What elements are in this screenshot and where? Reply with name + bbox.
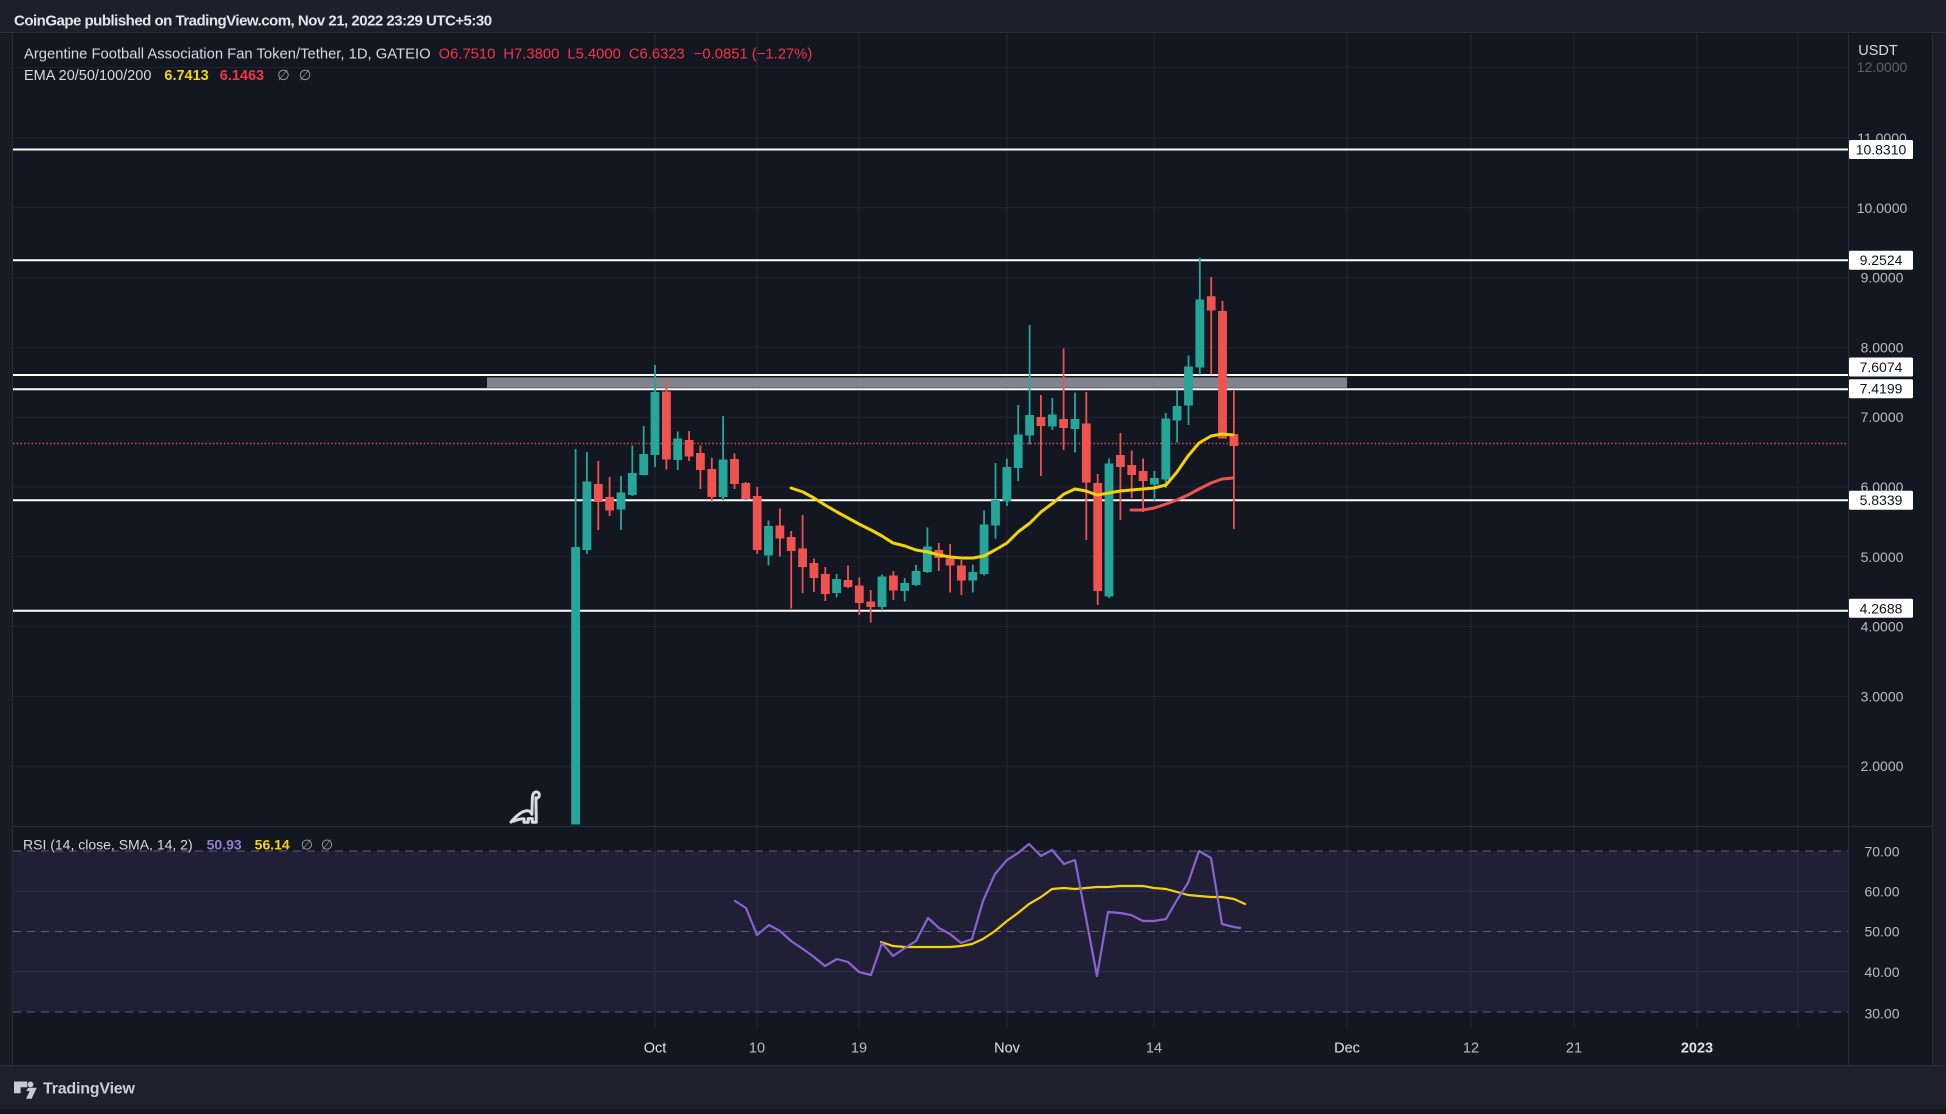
svg-text:9.0000: 9.0000 (1861, 270, 1904, 286)
svg-text:USDT: USDT (1858, 43, 1898, 59)
svg-text:7.0000: 7.0000 (1861, 409, 1904, 425)
svg-text:7.6074: 7.6074 (1860, 359, 1903, 375)
svg-text:3.0000: 3.0000 (1861, 688, 1904, 704)
svg-text:21: 21 (1566, 1041, 1582, 1057)
svg-text:5.0000: 5.0000 (1861, 549, 1904, 565)
svg-text:TradingView: TradingView (43, 1081, 136, 1098)
svg-text:70.00: 70.00 (1864, 844, 1899, 860)
svg-text:30.00: 30.00 (1864, 1006, 1899, 1022)
svg-text:7.4199: 7.4199 (1860, 381, 1903, 397)
svg-text:RSI (14, close, SMA, 14, 2)50.: RSI (14, close, SMA, 14, 2) 50.93 56.14 ∅ ∅ (23, 837, 333, 853)
svg-text:4.0000: 4.0000 (1861, 619, 1904, 635)
svg-text:19: 19 (851, 1041, 867, 1057)
svg-text:10.0000: 10.0000 (1857, 200, 1908, 216)
svg-text:2.0000: 2.0000 (1861, 758, 1904, 774)
svg-text:4.2688: 4.2688 (1860, 600, 1903, 616)
svg-text:8.0000: 8.0000 (1861, 339, 1904, 355)
svg-text:60.00: 60.00 (1864, 883, 1899, 899)
svg-text:Nov: Nov (994, 1041, 1021, 1057)
svg-text:10.8310: 10.8310 (1856, 142, 1907, 158)
svg-text:12: 12 (1463, 1041, 1479, 1057)
svg-text:14: 14 (1146, 1041, 1162, 1057)
svg-text:5.8339: 5.8339 (1860, 492, 1903, 508)
svg-text:9.2524: 9.2524 (1860, 252, 1903, 268)
svg-text:CoinGape published on TradingV: CoinGape published on TradingView.com, N… (14, 13, 492, 30)
svg-text:12.0000: 12.0000 (1857, 59, 1908, 75)
svg-text:Dec: Dec (1334, 1041, 1360, 1057)
svg-text:Oct: Oct (644, 1041, 667, 1057)
svg-text:Argentine Football Association: Argentine Football Association Fan Token… (24, 47, 812, 63)
svg-text:50.00: 50.00 (1864, 924, 1899, 940)
svg-text:40.00: 40.00 (1864, 964, 1899, 980)
svg-text:2023: 2023 (1681, 1041, 1713, 1057)
svg-text:10: 10 (749, 1041, 765, 1057)
